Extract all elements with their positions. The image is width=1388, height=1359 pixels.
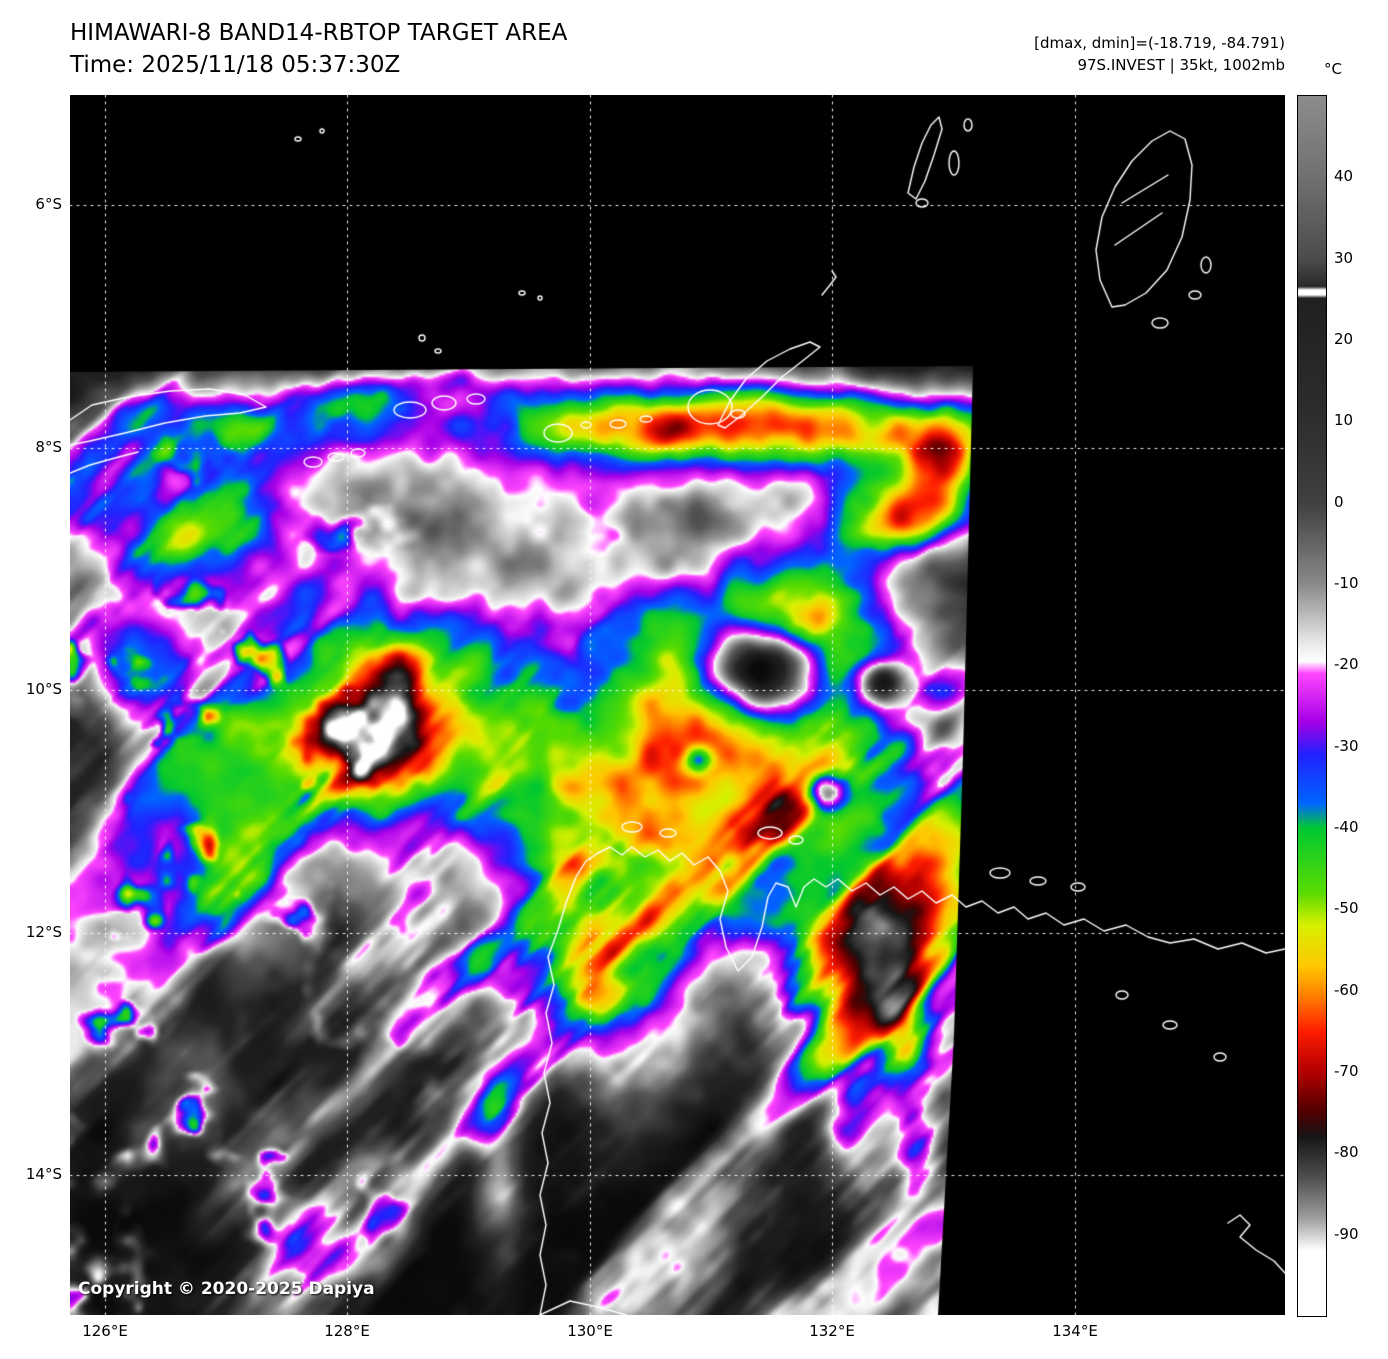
latitude-label: 14°S — [25, 1165, 62, 1183]
colorbar-tick-label: 20 — [1334, 330, 1354, 348]
latitude-label: 6°S — [35, 195, 62, 213]
colorbar-tick-label: 10 — [1334, 411, 1354, 430]
colorbar-unit-label: °C — [1324, 60, 1342, 78]
page-title: HIMAWARI-8 BAND14-RBTOP TARGET AREA — [70, 20, 568, 46]
satellite-imagery-canvas — [70, 95, 1285, 1315]
colorbar-tick-label: -20 — [1334, 655, 1359, 674]
copyright-watermark: Copyright © 2020-2025 Dapiya — [78, 1279, 375, 1299]
longitude-label: 128°E — [324, 1322, 370, 1340]
latitude-label: 10°S — [25, 680, 62, 698]
latitude-label: 8°S — [35, 438, 62, 456]
colorbar-tick-label: 30 — [1334, 248, 1354, 267]
colorbar-tick-label: 0 — [1334, 492, 1344, 511]
latitude-label: 12°S — [25, 923, 62, 941]
colorbar-tick-label: 40 — [1334, 167, 1354, 186]
colorbar-tick-label: -70 — [1334, 1062, 1359, 1080]
storm-info: 97S.INVEST | 35kt, 1002mb — [1077, 56, 1285, 74]
colorbar-tick-label: -80 — [1334, 1143, 1359, 1162]
colorbar-tick-label: -10 — [1334, 574, 1359, 592]
colorbar-tick-label: -40 — [1334, 818, 1359, 836]
longitude-label: 134°E — [1052, 1322, 1098, 1340]
header-readouts: [dmax, dmin]=(-18.719, -84.791) 97S.INVE… — [1034, 32, 1285, 76]
colorbar-tick-label: -60 — [1334, 980, 1359, 999]
satellite-map: Copyright © 2020-2025 Dapiya — [70, 95, 1285, 1315]
timestamp: Time: 2025/11/18 05:37:30Z — [70, 52, 401, 78]
longitude-label: 132°E — [809, 1322, 855, 1340]
longitude-label: 126°E — [82, 1322, 128, 1340]
dmax-dmin-readout: [dmax, dmin]=(-18.719, -84.791) — [1034, 34, 1285, 52]
colorbar — [1297, 95, 1327, 1317]
longitude-label: 130°E — [567, 1322, 613, 1340]
colorbar-tick-label: -90 — [1334, 1224, 1359, 1243]
colorbar-tick-label: -50 — [1334, 899, 1359, 918]
colorbar-tick-label: -30 — [1334, 736, 1359, 755]
colorbar-gradient — [1298, 96, 1326, 1316]
